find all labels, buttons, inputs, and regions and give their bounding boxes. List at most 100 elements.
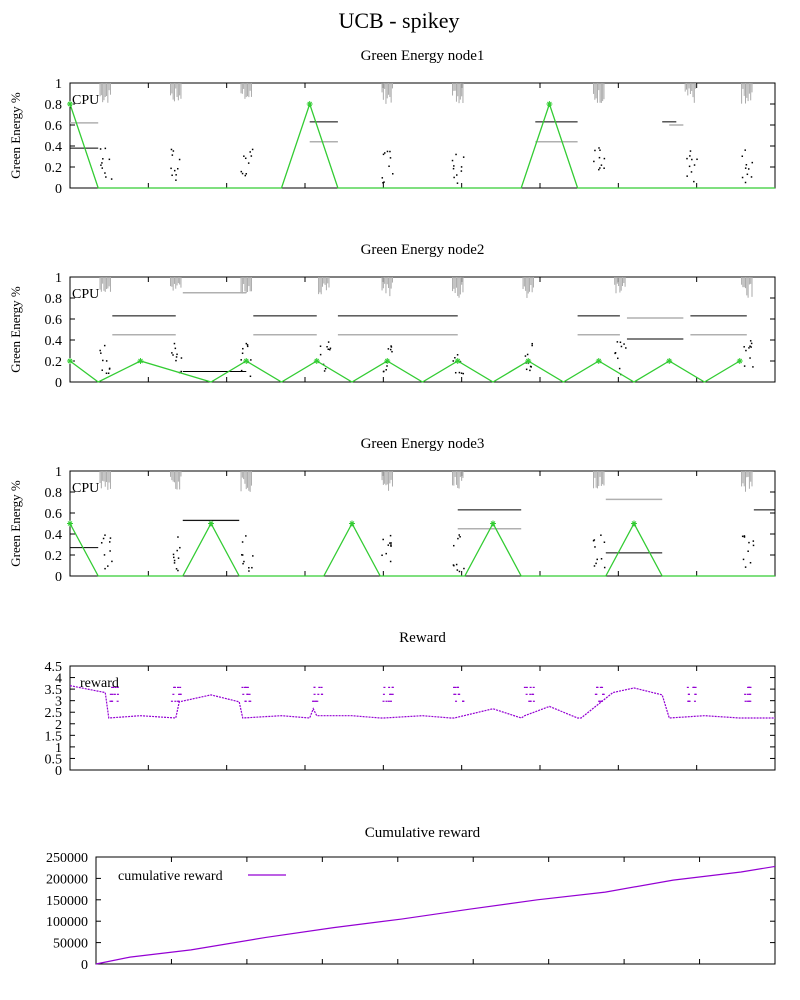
y-tick-label: 1: [55, 271, 62, 286]
cpu-dot: [390, 544, 392, 546]
series-line: [95, 865, 776, 965]
y-axis-label: Green Energy %: [8, 480, 23, 567]
cpu-dot: [596, 558, 598, 561]
reward-mark: [113, 693, 116, 695]
reward-mark: [694, 686, 697, 688]
cpu-dot: [329, 347, 332, 350]
cpu-dot: [242, 347, 244, 350]
cpu-dot: [600, 534, 602, 536]
cpu-dot: [454, 371, 457, 374]
cpu-dot: [747, 168, 750, 170]
cpu-dot: [241, 172, 244, 175]
legend-label: reward: [80, 676, 119, 691]
reward-mark: [109, 700, 112, 702]
reward-mark: [244, 700, 247, 702]
reward-mark: [532, 700, 535, 702]
y-tick-label: 0: [55, 764, 62, 779]
reward-mark: [320, 693, 323, 695]
cpu-dot: [529, 369, 531, 372]
reward-mark: [596, 686, 599, 688]
y-tick-label: 2: [55, 718, 62, 733]
cpu-dot: [241, 541, 244, 543]
cpu-dot: [327, 348, 329, 351]
cpu-dot: [603, 157, 606, 160]
cpu-dot: [744, 149, 746, 151]
reward-mark: [389, 693, 392, 695]
reward-mark: [693, 700, 696, 702]
cpu-dot: [455, 153, 457, 156]
cpu-dot: [177, 569, 179, 572]
cpu-dot: [525, 368, 528, 371]
reward-mark: [109, 693, 112, 695]
cpu-dot: [616, 341, 619, 343]
cpu-dot: [176, 167, 179, 170]
cpu-dot: [620, 345, 623, 348]
reward-mark: [594, 693, 597, 695]
cpu-dot: [244, 157, 247, 160]
cpu-dot: [176, 549, 178, 552]
cpu-dot: [173, 556, 175, 559]
reward-mark: [529, 686, 532, 688]
cpu-dot: [617, 357, 619, 360]
chart-title: Green Energy node1: [361, 48, 485, 64]
reward-mark: [692, 686, 695, 688]
cpu-dot: [456, 174, 458, 176]
cpu-dot: [100, 352, 102, 354]
cpu-dot: [749, 561, 752, 564]
cpu-dot: [108, 541, 111, 543]
cpu-dot: [104, 172, 106, 174]
cpu-dot: [323, 370, 326, 372]
reward-mark: [242, 693, 245, 695]
reward-mark: [388, 686, 391, 688]
cpu-dot: [690, 171, 693, 173]
cpu-dot: [177, 536, 179, 538]
cpu-dot: [172, 354, 174, 356]
page-title: UCB - spikey: [339, 8, 460, 33]
y-tick-label: 0: [81, 958, 88, 973]
reward-mark: [241, 686, 244, 688]
cpu-dot: [324, 367, 327, 370]
cpu-dot: [386, 150, 389, 153]
reward-mark: [313, 686, 316, 688]
reward-mark: [749, 700, 752, 702]
cpu-dot: [247, 162, 250, 164]
cpu-dot: [529, 365, 532, 368]
cpu-dot: [594, 149, 596, 152]
reward-mark: [523, 686, 526, 688]
cpu-dot: [384, 152, 386, 154]
cpu-dot: [103, 554, 106, 556]
cpu-dot: [173, 559, 176, 562]
cpu-dot: [743, 536, 746, 538]
green-energy-point: [306, 101, 313, 107]
reward-mark: [114, 686, 117, 688]
cpu-dot: [452, 360, 454, 362]
cpu-dot: [693, 180, 695, 183]
cpu-dot: [242, 562, 244, 565]
cpu-dot: [171, 174, 173, 177]
cpu-dot: [748, 347, 750, 349]
cpu-dot: [103, 344, 106, 347]
cpu-dot: [600, 558, 603, 560]
cpu-dot: [389, 534, 392, 537]
reward-mark: [748, 693, 751, 695]
cpu-dot: [451, 159, 454, 162]
reward-mark: [245, 686, 248, 688]
reward-mark: [116, 693, 119, 695]
reward-mark: [389, 700, 392, 702]
cpu-dot: [387, 348, 390, 350]
cpu-dot: [456, 354, 459, 356]
reward-mark: [174, 700, 177, 702]
reward-mark: [694, 693, 697, 695]
reward-mark: [746, 693, 749, 695]
cpu-dot: [458, 570, 461, 573]
cpu-dot: [326, 346, 328, 348]
reward-mark: [391, 686, 394, 688]
cpu-dot: [176, 353, 178, 356]
cpu-dot: [383, 370, 385, 373]
cpu-dot: [750, 342, 753, 345]
cpu-dot: [598, 156, 601, 159]
cpu-dot: [752, 366, 754, 368]
green-energy-point: [313, 358, 320, 364]
cpu-dot: [102, 537, 105, 540]
